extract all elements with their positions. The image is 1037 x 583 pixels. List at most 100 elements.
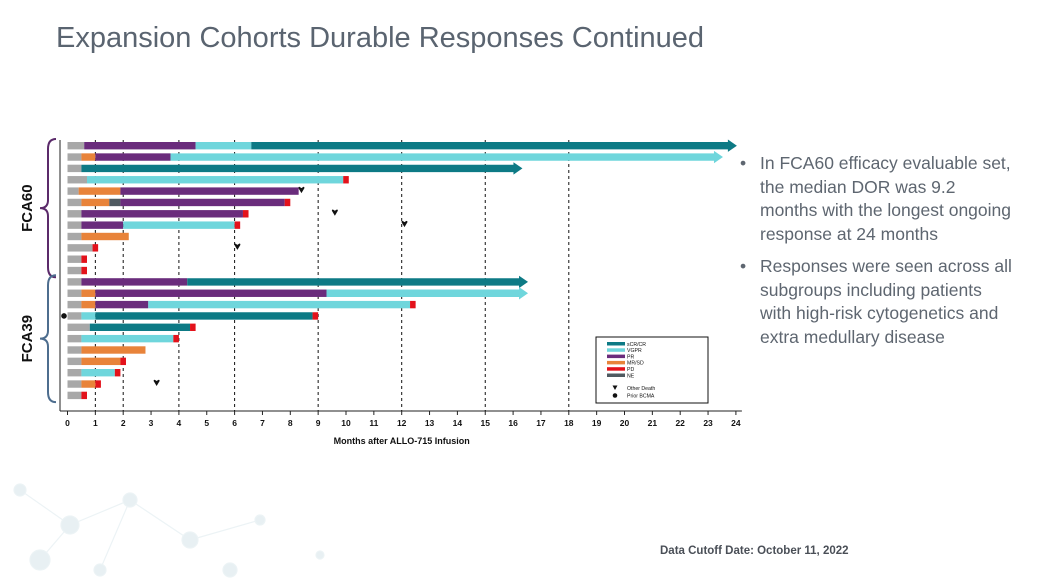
response-segment [67,357,82,366]
response-segment [123,221,235,229]
response-segment [81,312,96,320]
ongoing-arrow [251,139,737,152]
x-tick-label: 13 [425,418,435,428]
response-segment [81,210,243,218]
patient-row [67,300,416,309]
response-segment [410,300,416,309]
response-segment [95,312,313,320]
legend-label: sCR/CR [627,342,646,348]
patient-row [67,139,737,152]
patient-row [67,266,87,275]
x-tick-label: 11 [369,418,378,428]
patient-row [67,243,241,252]
response-segment [67,289,82,297]
patient-row [67,220,408,229]
response-segment [81,255,87,263]
response-segment [67,187,79,195]
legend-swatch [607,360,625,365]
response-segment [81,300,96,309]
patient-row [67,162,523,175]
response-segment [195,142,252,150]
response-segment [81,380,96,388]
response-segment [81,334,174,343]
response-segment [67,323,90,331]
response-segment [81,391,87,400]
response-segment [67,312,82,320]
x-tick-label: 3 [149,418,154,428]
patient-row [67,232,129,241]
patient-row [67,346,146,354]
x-tick-label: 17 [536,418,546,428]
response-segment [89,323,191,331]
response-segment [120,357,126,366]
legend-death-icon [612,385,618,390]
x-tick-label: 22 [675,418,685,428]
bullet-text: Responses were seen across all subgroups… [760,256,1012,347]
bullet-list: • In FCA60 efficacy evaluable set, the me… [738,152,1013,358]
response-segment [78,187,121,195]
response-segment [81,346,146,354]
response-segment [67,221,82,229]
response-segment [81,198,110,207]
response-segment [95,300,149,309]
response-segment [284,198,291,207]
response-segment [67,142,85,150]
x-tick-label: 8 [288,418,293,428]
response-segment [120,198,285,207]
legend-label: MR/SD [627,361,644,367]
group-bracket [39,274,57,404]
legend-label: Other Death [627,386,655,392]
patient-row [61,312,319,320]
legend-label: PD [627,367,634,373]
patient-row [67,176,349,184]
response-segment [148,300,411,309]
death-marker [153,379,160,387]
response-segment [67,210,82,218]
x-tick-label: 5 [204,418,209,428]
x-tick-label: 1 [93,418,98,428]
legend-swatch [607,367,625,371]
bullet-glyph: • [740,153,747,173]
patient-row [67,150,723,164]
death-marker [401,220,408,228]
x-tick-label: 15 [481,418,491,428]
death-marker [234,243,241,250]
x-tick-label: 18 [564,418,574,428]
swimmer-chart: 0 1 2 3 4 5 6 7 8 9 10 11 12 13 14 15 16 17 18 19 20 21 22 23 24… [19,138,742,446]
group-bracket [39,138,57,279]
x-tick-label: 4 [177,418,182,428]
patient-row [67,369,121,377]
x-tick-label: 24 [731,418,741,428]
death-marker [331,209,338,216]
response-segment [67,380,82,388]
response-segment [81,153,96,161]
legend-label: PR [627,354,634,360]
prior-bcma-marker [61,313,67,319]
group-label: FCA39 [19,315,36,363]
patient-row [67,379,160,388]
x-tick-label: 12 [397,418,407,428]
response-segment [81,357,121,366]
slide-title: Expansion Cohorts Durable Responses Cont… [56,22,705,54]
response-segment [114,369,121,377]
patient-row [67,209,338,218]
response-segment [120,187,299,195]
patient-row [67,255,87,263]
response-segment [81,266,87,275]
patient-row [67,198,291,207]
x-tick-label: 7 [260,418,265,428]
bullet-glyph: • [740,256,747,276]
response-segment [95,153,171,161]
response-segment [81,278,188,286]
x-tick-label: 0 [65,418,70,428]
response-segment [95,289,327,297]
response-segment [67,176,87,184]
response-segment [67,232,82,241]
response-segment [81,221,124,229]
response-segment [109,198,121,207]
ongoing-arrow [326,287,529,300]
patient-row [67,357,126,366]
response-segment [67,278,82,286]
x-axis-label: Months after ALLO-715 Infusion [334,436,470,446]
x-tick-label: 14 [453,418,463,428]
